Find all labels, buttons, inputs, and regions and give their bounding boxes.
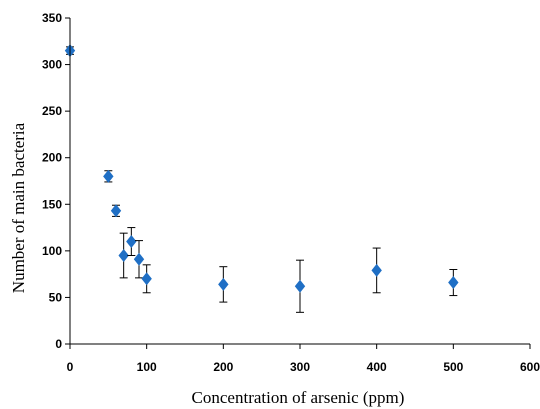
data-point-marker: [371, 263, 382, 277]
data-point-marker: [118, 249, 129, 263]
x-axis-title: Concentration of arsenic (ppm): [192, 388, 405, 407]
data-point-marker: [126, 235, 137, 249]
x-tick-label: 0: [67, 360, 74, 374]
y-tick-label: 350: [42, 11, 62, 25]
plot-area: [64, 44, 459, 313]
data-point-marker: [110, 204, 122, 218]
x-tick-label: 400: [367, 360, 387, 374]
x-tick-label: 300: [290, 360, 310, 374]
x-tick-label: 100: [137, 360, 157, 374]
data-point-marker: [218, 277, 229, 291]
y-tick-label: 250: [42, 104, 62, 118]
data-point-marker: [141, 272, 152, 286]
axis-ticks: 0 50 100 150 200 250 300 350 0 100 200 300 400 500 600: [42, 11, 540, 374]
x-tick-label: 600: [520, 360, 540, 374]
x-tick-label: 200: [213, 360, 233, 374]
y-tick-label: 0: [55, 337, 62, 351]
x-tick-label: 500: [443, 360, 463, 374]
data-point-marker: [103, 169, 114, 183]
data-point-marker: [448, 276, 459, 290]
y-tick-label: 200: [42, 151, 62, 165]
data-point-marker: [133, 252, 145, 266]
y-axis-title: Number of main bacteria: [9, 122, 28, 293]
y-tick-label: 50: [49, 290, 63, 304]
y-tick-label: 150: [42, 197, 62, 211]
data-point-marker: [294, 279, 306, 293]
y-tick-label: 100: [42, 244, 62, 258]
y-tick-label: 300: [42, 58, 62, 72]
